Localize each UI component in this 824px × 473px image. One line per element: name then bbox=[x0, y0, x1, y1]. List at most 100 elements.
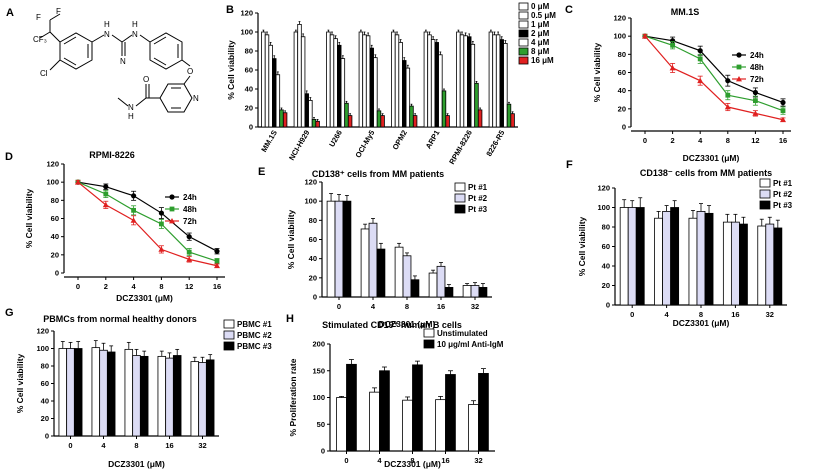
chart-title: CD138⁺ cells from MM patients bbox=[312, 169, 444, 179]
x-category-label: 8 bbox=[134, 441, 138, 450]
bar bbox=[468, 404, 479, 452]
data-point bbox=[724, 104, 731, 110]
nh-label-2: H bbox=[132, 20, 138, 29]
carbonyl-o-label: O bbox=[143, 75, 149, 84]
series-line bbox=[77, 181, 218, 262]
bar bbox=[488, 31, 494, 128]
bar bbox=[358, 31, 364, 128]
legend-label: Pt #2 bbox=[468, 194, 488, 203]
benzene-ring-left bbox=[59, 32, 93, 70]
x-tick-label: 4 bbox=[132, 282, 137, 291]
x-category-label: 16 bbox=[165, 441, 173, 450]
cf3-label-top: F bbox=[56, 7, 61, 16]
bar bbox=[435, 399, 446, 452]
data-point bbox=[103, 184, 109, 190]
legend-label: 8 μM bbox=[531, 47, 550, 56]
legend-swatch bbox=[518, 56, 529, 65]
x-category-label: 32 bbox=[474, 456, 482, 465]
x-tick-label: 12 bbox=[185, 282, 193, 291]
bar bbox=[463, 35, 468, 128]
y-axis-label: % Cell viability bbox=[286, 209, 296, 269]
x-category-label: 4 bbox=[665, 310, 670, 319]
x-category-label: 32 bbox=[766, 310, 774, 319]
x-category-label: 16 bbox=[437, 302, 445, 311]
legend-label: PBMC #2 bbox=[237, 331, 272, 340]
x-tick-label: 4 bbox=[698, 136, 703, 145]
bar bbox=[347, 115, 353, 128]
benzene-ring-middle bbox=[149, 32, 183, 70]
ether-bond bbox=[181, 59, 191, 67]
y-tick-label: 120 bbox=[613, 14, 626, 23]
bar bbox=[428, 272, 438, 298]
bar bbox=[730, 221, 740, 306]
data-point bbox=[130, 217, 137, 223]
chain-bond bbox=[139, 34, 151, 43]
legend-label: Unstimulated bbox=[437, 329, 488, 338]
y-tick-label: 40 bbox=[602, 262, 610, 271]
legend-swatch bbox=[518, 11, 529, 20]
legend-swatch bbox=[223, 341, 235, 351]
data-point bbox=[103, 191, 109, 197]
legend-swatch bbox=[518, 20, 529, 29]
y-axis-label: % Cell viability bbox=[592, 42, 602, 102]
chain-bond bbox=[111, 34, 123, 43]
legend-marker bbox=[169, 206, 175, 212]
data-point bbox=[670, 42, 675, 48]
bar bbox=[688, 217, 698, 306]
bar bbox=[495, 34, 501, 128]
bar bbox=[275, 74, 281, 128]
legend-label: 72h bbox=[750, 75, 764, 84]
bar bbox=[696, 210, 706, 306]
y-tick-label: 0 bbox=[45, 432, 49, 441]
bar bbox=[369, 391, 380, 452]
panel-a: A bbox=[6, 7, 199, 121]
legend-marker bbox=[736, 52, 742, 58]
bar bbox=[499, 39, 504, 128]
legend-swatch bbox=[759, 200, 771, 210]
bar bbox=[297, 23, 302, 128]
y-tick-label: 60 bbox=[618, 68, 626, 77]
y-tick-label: 20 bbox=[602, 281, 610, 290]
bar bbox=[467, 36, 472, 128]
y-tick-label: 60 bbox=[309, 235, 317, 244]
y-tick-label: 200 bbox=[312, 340, 325, 349]
x-axis-label: DCZ3301 (μM) bbox=[683, 153, 740, 163]
chain-bond bbox=[121, 34, 133, 43]
legend-label: 48h bbox=[183, 205, 197, 214]
legend-label: 1 μM bbox=[531, 20, 550, 29]
panel-letter-a: A bbox=[6, 7, 14, 19]
chlorine-label: Cl bbox=[40, 69, 48, 78]
bar bbox=[373, 57, 378, 128]
legend-label: Pt #3 bbox=[773, 201, 793, 210]
oxygen-label: O bbox=[187, 67, 193, 76]
x-category-label: 8 bbox=[410, 456, 414, 465]
legend-label: PBMC #1 bbox=[237, 320, 272, 329]
chart-title: Stimulated CD19⁺ human B cells bbox=[322, 320, 462, 330]
y-tick-label: 0 bbox=[321, 447, 325, 456]
bar bbox=[459, 34, 465, 128]
pyridine-n-label: N bbox=[193, 94, 199, 103]
cf3-bond bbox=[49, 13, 61, 21]
bar bbox=[362, 34, 367, 128]
legend-label: 72h bbox=[183, 217, 197, 226]
bar bbox=[757, 225, 767, 306]
bar bbox=[438, 54, 443, 128]
legend-label: 0.5 μM bbox=[531, 11, 556, 20]
bar bbox=[478, 373, 489, 452]
legend-swatch bbox=[423, 328, 435, 338]
bar bbox=[326, 31, 331, 128]
legend-swatch bbox=[454, 182, 466, 192]
x-category-label: 8 bbox=[405, 302, 409, 311]
panel-letter-e: E bbox=[258, 166, 265, 178]
y-tick-label: 100 bbox=[46, 178, 59, 187]
x-category-label: 32 bbox=[471, 302, 479, 311]
y-tick-label: 60 bbox=[602, 242, 610, 251]
bar bbox=[106, 351, 116, 437]
series-line bbox=[77, 181, 218, 267]
bar bbox=[300, 36, 306, 128]
data-point bbox=[697, 77, 704, 84]
legend-label: 4 μM bbox=[531, 38, 550, 47]
y-tick-label: 0 bbox=[606, 301, 610, 310]
legend-swatch bbox=[454, 193, 466, 203]
bar bbox=[492, 34, 497, 128]
